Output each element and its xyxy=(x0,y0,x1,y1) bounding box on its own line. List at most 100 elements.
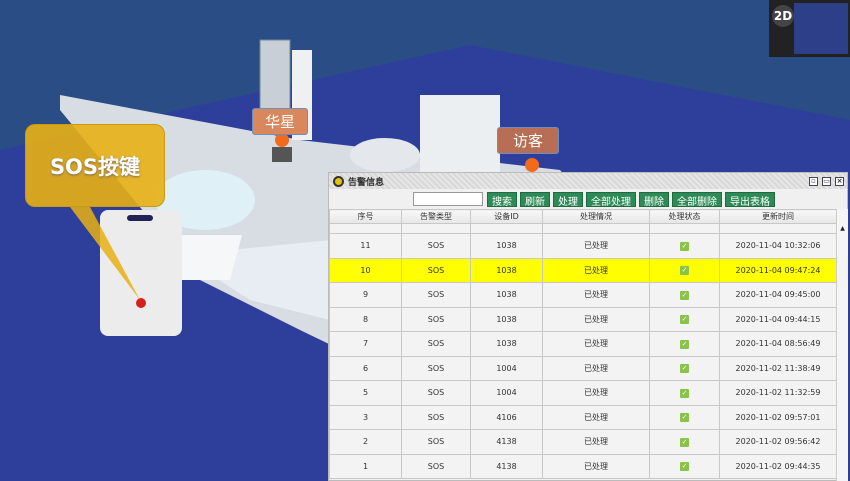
search-button[interactable]: 搜索 xyxy=(487,191,517,208)
cell-type: SOS xyxy=(401,331,471,357)
cell-status: 已处理 xyxy=(542,453,650,479)
cell-type: SOS xyxy=(401,306,471,332)
cell-status: 已处理 xyxy=(542,429,650,455)
table-row[interactable]: 2 SOS 4138 已处理 ✓ 2020-11-02 09:56:42 xyxy=(329,429,836,455)
check-icon: ✓ xyxy=(680,462,689,472)
check-icon: ✓ xyxy=(680,413,689,423)
toolbar: 搜索 刷新 处理 全部处理 删除 全部删除 导出表格 xyxy=(329,189,847,209)
column-header-status[interactable]: 处理情况 xyxy=(542,209,650,224)
cell-id: 3 xyxy=(329,404,402,430)
visitor-label[interactable]: 访客 xyxy=(497,127,559,154)
cell-state: ✓ xyxy=(649,429,720,455)
table-row[interactable]: 6 SOS 1004 已处理 ✓ 2020-11-02 11:38:49 xyxy=(329,355,836,381)
cell-time: 2020-11-02 11:38:49 xyxy=(719,355,836,381)
cell-state: ✓ xyxy=(649,257,720,283)
visitor-icon xyxy=(525,158,539,172)
table-row[interactable]: 3 SOS 4106 已处理 ✓ 2020-11-02 09:57:01 xyxy=(329,404,836,430)
cell-id: 2 xyxy=(329,429,402,455)
cell-device: 4138 xyxy=(470,453,543,479)
maximize-icon[interactable]: ▭ xyxy=(822,176,831,186)
worker-label[interactable]: 华星 xyxy=(252,108,308,135)
close-icon[interactable]: × xyxy=(835,176,844,186)
cell-time: 2020-11-02 09:56:42 xyxy=(719,429,836,455)
table-row-partial[interactable] xyxy=(329,223,836,234)
cell-type: SOS xyxy=(401,257,471,283)
worker-icon xyxy=(275,133,289,147)
cell-state: ✓ xyxy=(649,331,720,357)
cell-device: 4106 xyxy=(470,404,543,430)
cell-time: 2020-11-02 09:44:35 xyxy=(719,453,836,479)
sos-callout: SOS按键 xyxy=(25,124,165,207)
cell-status: 已处理 xyxy=(542,331,650,357)
table-row[interactable]: 5 SOS 1004 已处理 ✓ 2020-11-02 11:32:59 xyxy=(329,380,836,406)
table-row[interactable]: 1 SOS 4138 已处理 ✓ 2020-11-02 09:44:35 xyxy=(329,453,836,479)
column-header-state[interactable]: 处理状态 xyxy=(649,209,720,224)
cell-device: 4138 xyxy=(470,429,543,455)
table-row[interactable]: 8 SOS 1038 已处理 ✓ 2020-11-04 09:44:15 xyxy=(329,306,836,332)
cell-status: 已处理 xyxy=(542,257,650,283)
check-icon: ✓ xyxy=(680,241,689,251)
table-row[interactable]: 7 SOS 1038 已处理 ✓ 2020-11-04 08:56:49 xyxy=(329,331,836,357)
column-header-time[interactable]: 更新时间 xyxy=(719,209,836,224)
cell-device: 1038 xyxy=(470,331,543,357)
check-icon: ✓ xyxy=(680,339,689,349)
sos-device-image xyxy=(100,210,182,336)
cell-type: SOS xyxy=(401,355,471,381)
check-icon: ✓ xyxy=(680,266,689,276)
column-header-id[interactable]: 序号 xyxy=(329,209,402,224)
search-input[interactable] xyxy=(413,192,483,206)
dialog-titlebar[interactable]: 告警信息 ▫ ▭ × xyxy=(329,173,847,189)
cell-time: 2020-11-04 08:56:49 xyxy=(719,331,836,357)
minimap-view[interactable] xyxy=(794,3,848,54)
check-icon: ✓ xyxy=(680,437,689,447)
cell-status: 已处理 xyxy=(542,233,650,259)
cell-status: 已处理 xyxy=(542,282,650,308)
column-header-device[interactable]: 设备ID xyxy=(470,209,543,224)
table-row[interactable]: 11 SOS 1038 已处理 ✓ 2020-11-04 10:32:06 xyxy=(329,233,836,259)
cell-type: SOS xyxy=(401,453,471,479)
table-row[interactable]: 10 SOS 1038 已处理 ✓ 2020-11-04 09:47:24 xyxy=(329,257,836,283)
check-icon: ✓ xyxy=(680,290,689,300)
refresh-button[interactable]: 刷新 xyxy=(520,191,550,208)
cell-time: 2020-11-04 10:32:06 xyxy=(719,233,836,259)
cell-id: 5 xyxy=(329,380,402,406)
cell-state: ✓ xyxy=(649,404,720,430)
cell-status: 已处理 xyxy=(542,306,650,332)
cell-status: 已处理 xyxy=(542,380,650,406)
cell-type: SOS xyxy=(401,429,471,455)
cell-state: ✓ xyxy=(649,306,720,332)
cell-device: 1038 xyxy=(470,306,543,332)
minimize-icon[interactable]: ▫ xyxy=(809,176,818,186)
cell-state: ✓ xyxy=(649,282,720,308)
table-row[interactable]: 9 SOS 1038 已处理 ✓ 2020-11-04 09:45:00 xyxy=(329,282,836,308)
cell-id: 9 xyxy=(329,282,402,308)
handle-all-button[interactable]: 全部处理 xyxy=(586,191,636,208)
column-header-type[interactable]: 告警类型 xyxy=(401,209,471,224)
cell-time: 2020-11-02 09:57:01 xyxy=(719,404,836,430)
cell-type: SOS xyxy=(401,404,471,430)
delete-button[interactable]: 删除 xyxy=(639,191,669,208)
toggle-2d-button[interactable]: 2D xyxy=(772,5,794,27)
check-icon: ✓ xyxy=(680,388,689,398)
alarm-dialog: 告警信息 ▫ ▭ × 搜索 刷新 处理 全部处理 删除 全部删除 导出表格 序号… xyxy=(328,172,848,481)
cell-state: ✓ xyxy=(649,355,720,381)
handle-button[interactable]: 处理 xyxy=(553,191,583,208)
cell-state: ✓ xyxy=(649,380,720,406)
delete-all-button[interactable]: 全部删除 xyxy=(672,191,722,208)
cell-type: SOS xyxy=(401,282,471,308)
cell-device: 1038 xyxy=(470,233,543,259)
cell-time: 2020-11-02 11:32:59 xyxy=(719,380,836,406)
minimap[interactable]: 2D xyxy=(769,0,850,57)
scroll-up-icon[interactable]: ▲ xyxy=(840,225,845,232)
dialog-title: 告警信息 xyxy=(348,177,385,188)
cell-time: 2020-11-04 09:45:00 xyxy=(719,282,836,308)
export-table-button[interactable]: 导出表格 xyxy=(725,191,775,208)
scrollbar[interactable]: ▲ xyxy=(836,209,848,481)
cell-status: 已处理 xyxy=(542,404,650,430)
cell-state: ✓ xyxy=(649,453,720,479)
alarm-icon xyxy=(333,175,344,187)
cell-status: 已处理 xyxy=(542,355,650,381)
cell-id: 6 xyxy=(329,355,402,381)
cell-id: 1 xyxy=(329,453,402,479)
cell-id: 10 xyxy=(329,257,402,283)
